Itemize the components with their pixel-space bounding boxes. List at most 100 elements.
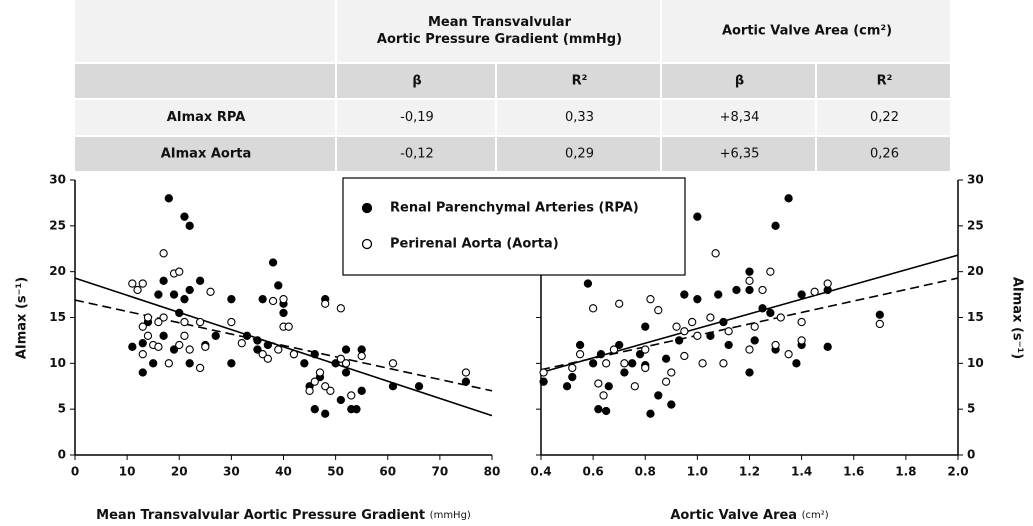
data-point: [321, 299, 330, 308]
table-value: 0,29: [565, 147, 594, 162]
data-point: [305, 386, 314, 395]
table-cell: [662, 137, 815, 171]
fit-line: [540, 277, 959, 371]
table-value: -0,19: [400, 110, 434, 125]
data-point: [766, 267, 775, 276]
data-point: [461, 368, 471, 377]
data-point: [602, 359, 611, 368]
y-tick-label: 20: [49, 264, 66, 278]
data-point: [797, 317, 806, 327]
data-point: [357, 351, 366, 361]
data-point: [784, 350, 793, 359]
x-tick-label: 1.4: [791, 465, 812, 479]
data-point: [289, 350, 299, 359]
data-point: [347, 391, 356, 400]
data-point: [667, 368, 676, 377]
data-point: [310, 377, 319, 386]
data-point: [724, 327, 733, 336]
data-point: [539, 368, 548, 377]
table-cell: [75, 0, 335, 62]
data-point: [279, 308, 288, 318]
data-point: [654, 391, 663, 400]
y-tick-label: 20: [967, 264, 984, 278]
data-point: [138, 339, 147, 348]
sub-header: R²: [877, 74, 893, 89]
x-tick-label: 40: [275, 465, 292, 479]
data-point: [776, 313, 785, 322]
y-tick-label: 0: [58, 448, 66, 462]
data-point: [784, 194, 793, 203]
table-cell: [497, 64, 660, 98]
data-point: [745, 368, 754, 377]
legend-box: [342, 177, 686, 276]
data-point: [758, 304, 767, 313]
data-point: [169, 290, 179, 299]
data-point: [185, 359, 194, 368]
x-axis-label: Aortic Valve Area (cm²): [670, 508, 828, 523]
data-point: [620, 359, 629, 368]
x-axis-label: Mean Transvalvular Aortic Pressure Gradi…: [96, 508, 471, 523]
data-point: [143, 313, 153, 322]
data-point: [562, 382, 572, 391]
data-point: [461, 377, 471, 386]
x-tick-label: 0.6: [582, 465, 603, 479]
data-point: [237, 339, 246, 348]
data-point: [159, 276, 168, 285]
fit-line: [74, 299, 493, 392]
table-value: +8,34: [720, 110, 760, 125]
data-point: [169, 345, 179, 354]
table-cell: [75, 137, 335, 171]
data-point: [688, 317, 697, 327]
legend-label: Perirenal Aorta (Aorta): [390, 237, 559, 252]
data-point: [159, 249, 168, 258]
data-point: [568, 363, 577, 373]
data-point: [138, 368, 147, 377]
x-axis-unit: (cm²): [802, 510, 829, 521]
table-cell: [817, 137, 950, 171]
data-point: [875, 319, 884, 329]
x-axis-unit: (mmHg): [430, 510, 471, 521]
data-point: [341, 368, 351, 377]
x-tick-label: 1.8: [895, 465, 916, 479]
table-cell: [337, 0, 660, 62]
data-point: [711, 249, 720, 258]
table-cell: [662, 100, 815, 135]
y-tick-label: 5: [967, 402, 975, 416]
data-point: [268, 258, 278, 267]
data-point: [620, 368, 629, 377]
data-point: [263, 340, 273, 350]
data-point: [284, 322, 293, 331]
data-point: [175, 267, 184, 276]
data-point: [310, 350, 319, 359]
data-point: [680, 327, 689, 336]
data-point: [138, 322, 147, 331]
legend-marker: [361, 202, 373, 214]
data-point: [180, 212, 189, 221]
data-point: [810, 287, 819, 296]
data-point: [336, 304, 345, 313]
y-tick-label: 10: [967, 356, 984, 370]
legend-label: Renal Parenchymal Arteries (RPA): [390, 201, 639, 216]
y-axis-label: AImax (s⁻¹): [15, 277, 30, 359]
x-tick-label: 10: [119, 465, 136, 479]
data-point: [575, 340, 585, 350]
y-tick-label: 25: [49, 218, 66, 232]
table-value: -0,12: [400, 147, 434, 162]
data-point: [321, 382, 330, 391]
data-point: [594, 379, 603, 388]
y-tick-label: 15: [49, 310, 66, 324]
data-point: [641, 322, 650, 331]
data-point: [732, 285, 741, 295]
data-point: [185, 285, 194, 295]
data-point: [274, 281, 283, 290]
y-tick-label: 30: [49, 173, 66, 187]
table-cell: [497, 100, 660, 135]
data-point: [341, 345, 351, 354]
sub-header: R²: [572, 74, 588, 89]
x-axis-title: Mean Transvalvular Aortic Pressure Gradi…: [96, 508, 425, 523]
data-point: [149, 359, 158, 368]
y-tick-label: 25: [967, 218, 984, 232]
data-point: [583, 279, 593, 288]
legend-marker: [361, 238, 373, 250]
